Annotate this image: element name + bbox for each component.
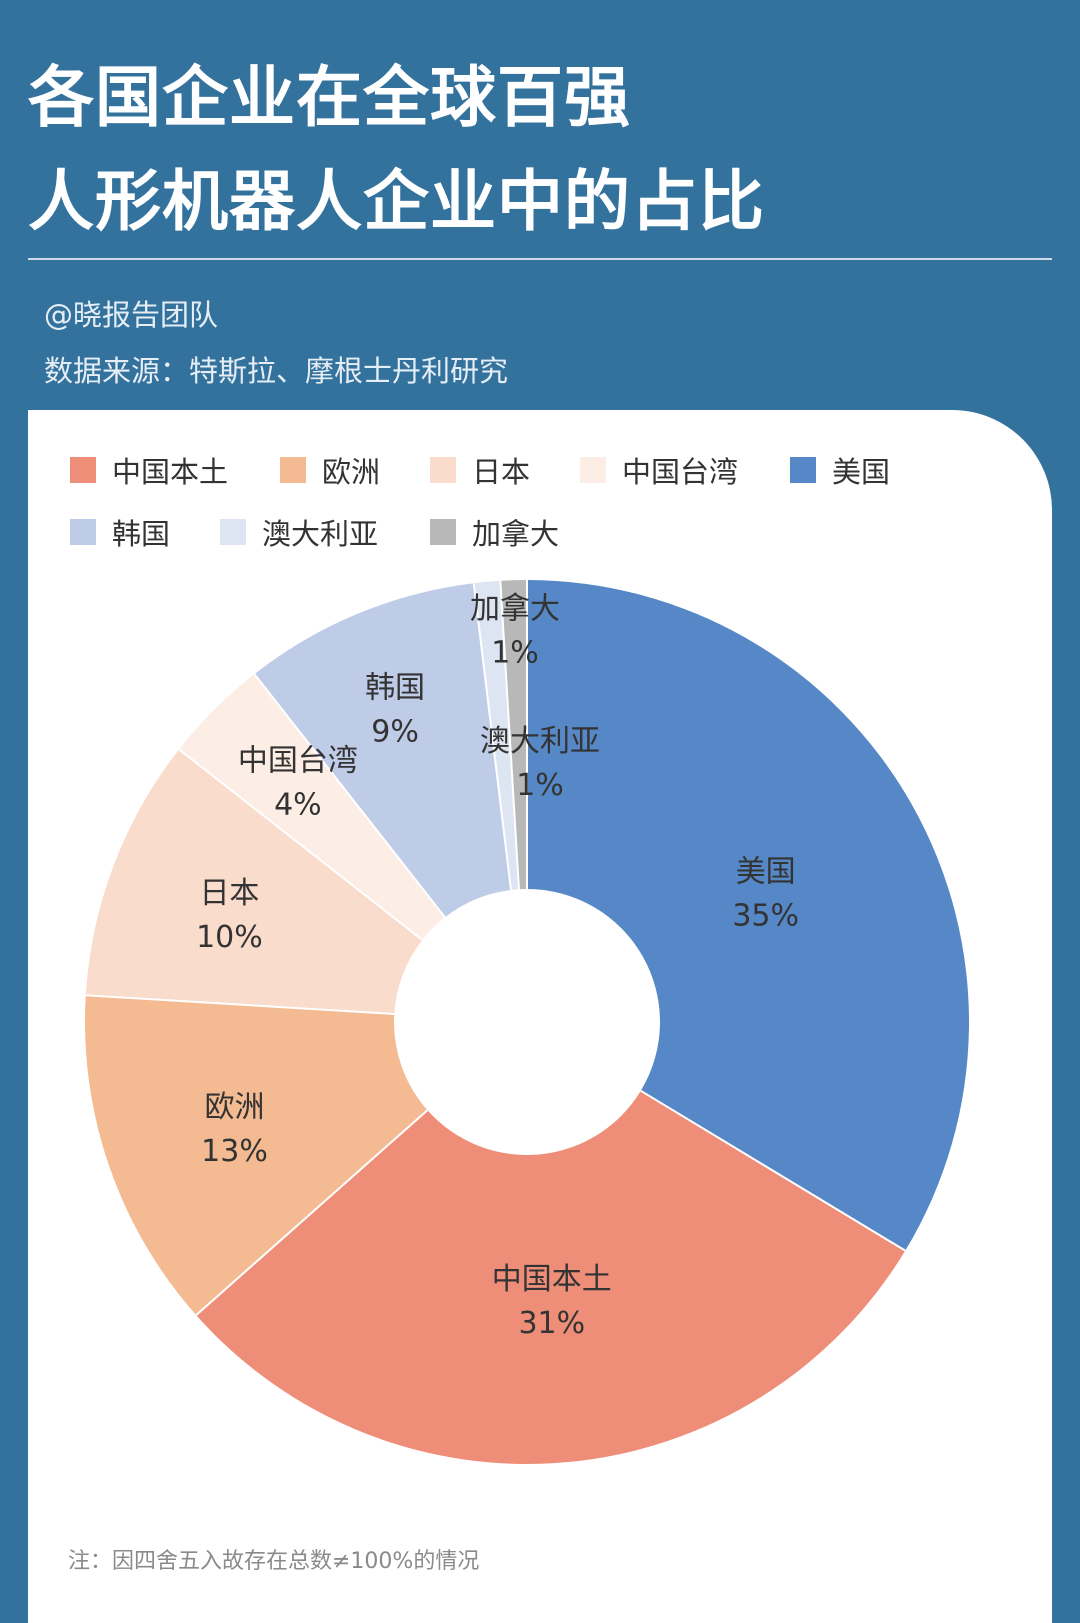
slice-4 [179, 674, 445, 940]
slice-separator [499, 580, 520, 890]
slice-value-label: 4% [274, 787, 322, 822]
legend-swatch [70, 457, 96, 483]
slice-value-label: 9% [371, 714, 419, 749]
slice-separator [253, 673, 446, 918]
slice-7 [500, 580, 527, 890]
slice-1 [196, 1090, 906, 1464]
slice-value-label: 35% [732, 898, 799, 933]
slice-5 [254, 583, 511, 918]
legend-label: 澳大利亚 [262, 517, 379, 551]
slice-3 [85, 749, 423, 1014]
legend-swatch [430, 457, 456, 483]
donut-chart: 美国 35% 中国本土 31% 欧洲 13% 日本 10% 中国台湾 4% 韩国 9% 澳大利亚 1% 加拿… [85, 580, 970, 1464]
legend-row-2: 韩国 澳大利亚 加拿大 [70, 512, 1030, 574]
legend-swatch [280, 457, 306, 483]
slice-2 [85, 995, 428, 1316]
legend-swatch [580, 457, 606, 483]
legend-label: 中国本土 [112, 455, 229, 489]
page-title-line-1: 各国企业在全球百强 [28, 59, 631, 136]
slice-name-label: 加拿大 [470, 591, 560, 626]
slice-separator [472, 583, 512, 891]
slice-value-label: 1% [491, 635, 539, 670]
slice-name-label: 日本 [199, 876, 259, 911]
slice-value-label: 10% [196, 920, 263, 955]
slice-name-label: 中国本土 [492, 1262, 612, 1297]
legend-label: 韩国 [112, 517, 171, 551]
legend-label: 欧洲 [322, 455, 381, 489]
slice-value-label: 31% [518, 1306, 585, 1341]
legend-swatch [790, 457, 816, 483]
footnote: 注：因四舍五入故存在总数≠100%的情况 [68, 1549, 480, 1574]
slice-value-label: 1% [516, 768, 564, 803]
legend-item-usa: 美国 [790, 450, 890, 490]
legend-item-canada: 加拿大 [430, 512, 559, 552]
legend-swatch [430, 519, 456, 545]
slice-name-label: 韩国 [365, 670, 425, 705]
legend-label: 中国台湾 [622, 455, 739, 489]
legend-label: 日本 [472, 455, 531, 489]
data-source: 数据来源：特斯拉、摩根士丹利研究 [44, 354, 509, 388]
legend-item-japan: 日本 [430, 450, 530, 490]
legend-label: 加拿大 [472, 517, 560, 551]
donut-labels: 美国 35% 中国本土 31% 欧洲 13% 日本 10% 中国台湾 4% 韩国 9% 澳大利亚 1% 加拿… [196, 591, 799, 1341]
title-block: 各国企业在全球百强 人形机器人企业中的占比 [28, 46, 1052, 254]
slice-separator [640, 1089, 906, 1252]
slice-separator [178, 748, 423, 941]
chart-legend: 中国本土 欧洲 日本 中国台湾 美国 韩国 [70, 450, 1030, 574]
legend-item-europe: 欧洲 [280, 450, 380, 490]
slice-separator [195, 1109, 429, 1316]
legend-item-china-mainland: 中国本土 [70, 450, 228, 490]
slice-name-label: 澳大利亚 [480, 724, 600, 759]
slice-0 [527, 580, 970, 1251]
donut-slices [85, 580, 970, 1464]
slice-name-label: 美国 [736, 854, 796, 889]
slice-value-label: 13% [201, 1134, 268, 1169]
page-title-line-2: 人形机器人企业中的占比 [28, 163, 765, 240]
legend-swatch [220, 519, 246, 545]
author-credit: @晓报告团队 [44, 298, 219, 332]
chart-card: 中国本土 欧洲 日本 中国台湾 美国 韩国 [28, 410, 1052, 1623]
slice-name-label: 中国台湾 [238, 743, 358, 778]
legend-swatch [70, 519, 96, 545]
slice-name-label: 欧洲 [205, 1090, 265, 1125]
title-divider [28, 258, 1052, 260]
slice-6 [473, 580, 519, 890]
slice-separator [85, 994, 395, 1015]
legend-row-1: 中国本土 欧洲 日本 中国台湾 美国 [70, 450, 1030, 512]
legend-item-taiwan: 中国台湾 [580, 450, 738, 490]
legend-item-korea: 韩国 [70, 512, 170, 552]
legend-label: 美国 [832, 455, 891, 489]
legend-item-australia: 澳大利亚 [220, 512, 378, 552]
